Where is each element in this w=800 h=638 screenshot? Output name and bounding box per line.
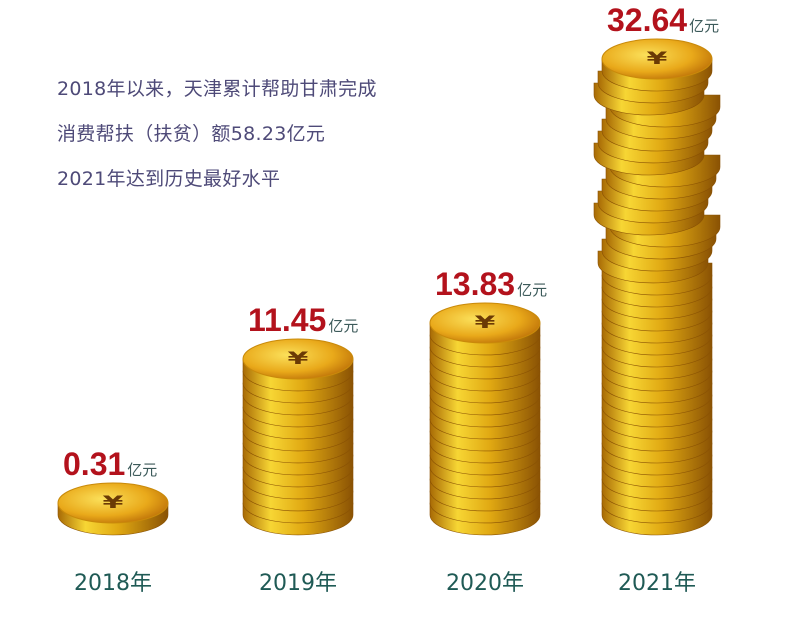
value-label: 32.64 亿元: [607, 2, 719, 38]
coin-top-face: [429, 302, 541, 344]
coin-top-face: [242, 338, 354, 380]
year-label: 2018年: [74, 571, 152, 596]
yen-icon: ¥: [647, 49, 668, 68]
yen-icon: ¥: [103, 493, 124, 512]
yen-icon: ¥: [288, 349, 309, 368]
coin-stack-2019年: ¥11.45 亿元 2019年: [242, 302, 358, 596]
year-label: 2019年: [259, 571, 337, 596]
coin-stack-2021年: ¥32.64 亿元 2021年: [593, 2, 721, 596]
coin-stack-2018年: ¥0.31 亿元 2018年: [57, 446, 169, 596]
yen-icon: ¥: [475, 313, 496, 332]
coin-top-face: [601, 38, 713, 80]
intro-line-2: 消费帮扶（扶贫）额58.23亿元: [57, 123, 326, 145]
year-label: 2020年: [446, 571, 524, 596]
value-label: 0.31 亿元: [63, 446, 157, 482]
value-label: 13.83 亿元: [435, 266, 547, 302]
intro-line-1: 2018年以来，天津累计帮助甘肃完成: [57, 78, 377, 100]
coin-stack-2020年: ¥13.83 亿元 2020年: [429, 266, 547, 596]
coin-top-face: [57, 482, 169, 524]
intro-line-3: 2021年达到历史最好水平: [57, 168, 281, 190]
value-label: 11.45 亿元: [248, 302, 358, 338]
year-label: 2021年: [618, 571, 696, 596]
